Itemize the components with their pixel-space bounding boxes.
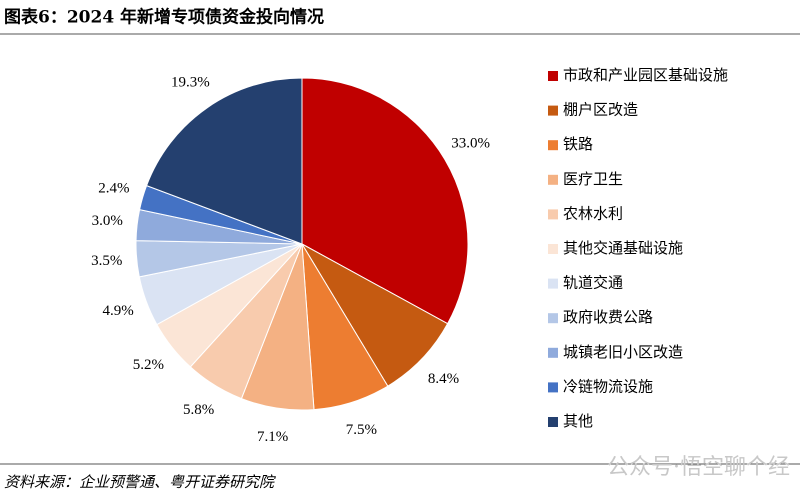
legend-label: 铁路 (563, 135, 593, 153)
legend-label: 城镇老旧小区改造 (563, 343, 683, 361)
data-label: 5.8% (183, 402, 214, 418)
legend-swatch (548, 382, 558, 393)
legend-swatch (548, 347, 558, 358)
legend-label: 其他交通基础设施 (563, 239, 683, 257)
data-label: 7.1% (257, 429, 288, 445)
legend-swatch (548, 71, 558, 81)
legend-label: 农林水利 (563, 204, 623, 222)
legend-swatch (548, 174, 558, 185)
pie-slice (301, 77, 469, 325)
data-label: 7.5% (346, 422, 377, 438)
chart-title: 图表6：2024 年新增专项债资金投向情况 (4, 7, 324, 28)
source: 资料来源：企业预警通、粤开证券研究院 (4, 473, 276, 491)
legend-swatch (548, 140, 558, 151)
watermark: 公众号·悟空聊个经 (607, 455, 790, 480)
legend-swatch (548, 278, 558, 289)
legend-label: 冷链物流设施 (563, 377, 653, 395)
data-label: 3.0% (92, 213, 123, 229)
data-label: 19.3% (171, 74, 210, 90)
legend-swatch (548, 417, 558, 427)
data-label: 8.4% (428, 371, 459, 387)
legend-label: 轨道交通 (563, 274, 623, 292)
data-label: 5.2% (133, 357, 164, 373)
legend-label: 棚户区改造 (563, 101, 638, 119)
legend-label: 其他 (563, 412, 593, 430)
legend-swatch (548, 313, 558, 324)
data-label: 2.4% (98, 181, 129, 197)
pie-slice (145, 77, 303, 245)
legend-swatch (548, 244, 558, 254)
pie-slice (300, 242, 449, 387)
data-label: 4.9% (102, 303, 133, 319)
legend-swatch (548, 209, 558, 220)
legend-label: 医疗卫生 (563, 170, 623, 188)
legend-label: 市政和产业园区基础设施 (563, 66, 728, 84)
data-label: 33.0% (451, 135, 490, 151)
data-label: 3.5% (91, 253, 122, 269)
legend-label: 政府收费公路 (563, 308, 653, 326)
legend-swatch (548, 105, 558, 116)
